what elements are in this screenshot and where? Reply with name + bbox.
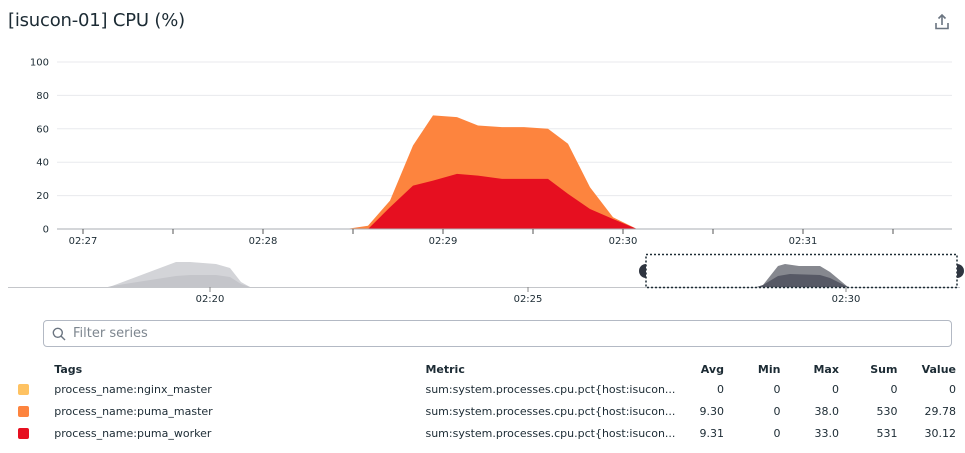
tags-header[interactable]: Tags	[54, 362, 83, 376]
series-avg: 0	[716, 382, 724, 396]
series-avg: 9.31	[699, 426, 724, 440]
value-header[interactable]: Value	[921, 362, 956, 376]
svg-text:40: 40	[36, 158, 49, 169]
svg-text:02:20: 02:20	[196, 294, 225, 305]
svg-text:0: 0	[43, 225, 49, 236]
series-value: 29.78	[924, 404, 957, 418]
series-metric: sum:system.processes.cpu.pct{host:isucon…	[425, 382, 676, 396]
legend-header-row: Tags Metric Avg Min Max Sum Value	[18, 360, 956, 378]
svg-text:02:25: 02:25	[514, 294, 543, 305]
max-header[interactable]: Max	[813, 362, 839, 376]
series-sum: 531	[876, 426, 898, 440]
series-metric: sum:system.processes.cpu.pct{host:isucon…	[425, 426, 676, 440]
series-max: 33.0	[814, 426, 839, 440]
series-min: 0	[773, 404, 781, 418]
svg-text:02:28: 02:28	[249, 236, 278, 247]
series-area-puma-worker	[346, 173, 637, 229]
series-value: 0	[949, 382, 956, 396]
navigator-left-handle[interactable]	[639, 264, 646, 278]
navigator-ticks: 02:20 02:25 02:30	[196, 287, 861, 305]
legend-row-nginx-master[interactable]: process_name:nginx_master sum:system.pro…	[18, 378, 956, 400]
series-tags: process_name:puma_worker	[54, 426, 212, 440]
legend-row-puma-master[interactable]: process_name:puma_master sum:system.proc…	[18, 400, 956, 422]
search-icon	[52, 327, 66, 340]
navigator-area-history-bottom	[108, 275, 250, 287]
filter-series-input[interactable]	[73, 326, 923, 341]
navigator-right-handle[interactable]	[957, 264, 964, 278]
navigator-area-selected-bottom	[757, 274, 848, 287]
series-max: 0	[831, 382, 839, 396]
x-axis-ticks: 02:27 02:28 02:29 02:30 02:31	[69, 229, 894, 247]
series-tags: process_name:puma_master	[54, 404, 213, 418]
min-header[interactable]: Min	[757, 362, 781, 376]
svg-text:02:30: 02:30	[832, 294, 861, 305]
avg-header[interactable]: Avg	[700, 362, 724, 376]
filter-series-field[interactable]	[43, 320, 952, 347]
series-color-swatch	[18, 384, 29, 395]
series-sum: 530	[876, 404, 898, 418]
share-export-icon	[935, 13, 949, 30]
export-button[interactable]	[932, 12, 952, 32]
svg-text:100: 100	[30, 58, 49, 69]
series-max: 38.0	[814, 404, 839, 418]
svg-text:02:29: 02:29	[429, 236, 458, 247]
widget-title: [isucon-01] CPU (%)	[8, 10, 185, 31]
svg-text:02:27: 02:27	[69, 236, 98, 247]
svg-text:80: 80	[36, 91, 49, 102]
swatch-header	[18, 360, 54, 378]
series-min: 0	[773, 426, 781, 440]
svg-text:60: 60	[36, 124, 49, 135]
series-avg: 9.30	[699, 404, 724, 418]
svg-text:02:30: 02:30	[609, 236, 638, 247]
series-color-swatch	[18, 406, 29, 417]
area-series	[346, 115, 637, 229]
series-tags: process_name:nginx_master	[54, 382, 212, 396]
series-legend-table: Tags Metric Avg Min Max Sum Value proces…	[18, 360, 956, 444]
sum-header[interactable]: Sum	[870, 362, 898, 376]
metric-header[interactable]: Metric	[425, 362, 465, 376]
time-navigator[interactable]: 02:20 02:25 02:30	[0, 248, 965, 306]
series-color-swatch	[18, 428, 29, 439]
series-sum: 0	[890, 382, 898, 396]
svg-text:02:31: 02:31	[789, 236, 818, 247]
series-value: 30.12	[924, 426, 957, 440]
svg-text:20: 20	[36, 191, 49, 202]
cpu-area-chart[interactable]: 0 20 40 60 80 100 02:27 02:28 02:29 02:30 02:31	[0, 50, 965, 250]
series-min: 0	[773, 382, 781, 396]
series-metric: sum:system.processes.cpu.pct{host:isucon…	[425, 404, 676, 418]
y-axis-labels: 0 20 40 60 80 100	[30, 58, 49, 236]
legend-row-puma-worker[interactable]: process_name:puma_worker sum:system.proc…	[18, 422, 956, 444]
